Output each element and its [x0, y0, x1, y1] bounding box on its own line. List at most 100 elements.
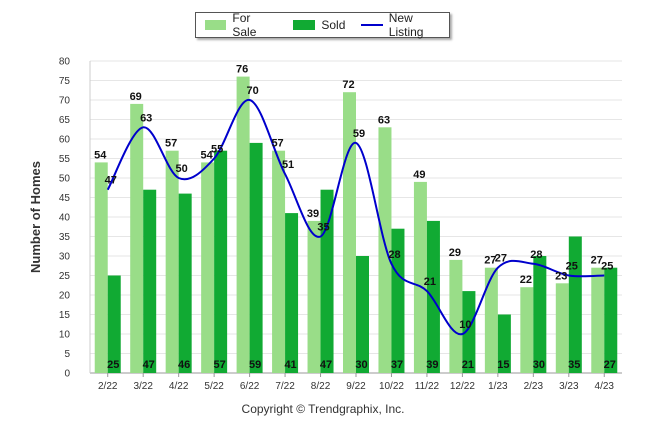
x-tick-label: 3/23 — [559, 381, 579, 392]
y-tick-label: 10 — [59, 330, 71, 341]
new-listing-value-label: 51 — [282, 159, 294, 171]
new-listing-value-label: 47 — [105, 175, 117, 187]
sold-bar — [356, 256, 369, 373]
sold-value-label: 37 — [391, 359, 403, 371]
for-sale-value-label: 63 — [378, 114, 390, 126]
legend-label-sold: Sold — [321, 18, 346, 32]
new-listing-line — [106, 99, 605, 336]
sold-swatch — [293, 20, 316, 30]
sold-value-label: 15 — [497, 359, 509, 371]
y-tick-label: 60 — [59, 135, 71, 146]
for-sale-value-label: 76 — [236, 64, 248, 76]
legend-item-for-sale: For Sale — [205, 11, 276, 39]
for-sale-value-label: 54 — [201, 149, 214, 161]
y-tick-label: 35 — [59, 232, 71, 243]
x-axis-ticks: 2/22 3/22 4/22 5/22 6/22 7/22 8/22 9/22 10/22 11/… — [98, 373, 614, 392]
x-tick-label: 5/22 — [204, 381, 224, 392]
for-sale-bar — [555, 283, 569, 373]
sold-value-label: 27 — [604, 359, 616, 371]
y-tick-label: 25 — [59, 271, 71, 282]
y-tick-label: 65 — [59, 115, 71, 126]
y-tick-label: 5 — [64, 349, 70, 360]
sold-value-label: 39 — [426, 359, 438, 371]
sold-value-label: 47 — [320, 359, 332, 371]
y-tick-label: 75 — [59, 76, 71, 87]
x-tick-label: 2/22 — [98, 381, 118, 392]
for-sale-bar — [236, 76, 250, 373]
for-sale-value-label: 23 — [555, 270, 567, 282]
legend-item-sold: Sold — [293, 18, 345, 32]
sold-value-label: 25 — [107, 359, 119, 371]
sold-bar — [285, 213, 299, 373]
y-tick-label: 0 — [64, 369, 70, 380]
for-sale-bar — [272, 150, 286, 373]
x-tick-label: 7/22 — [275, 381, 295, 392]
y-tick-label: 70 — [59, 96, 71, 107]
for-sale-bar — [449, 259, 463, 373]
legend: For Sale Sold New Listing — [195, 11, 450, 39]
for-sale-bar — [130, 103, 144, 374]
for-sale-value-label: 57 — [271, 138, 283, 150]
y-tick-label: 55 — [59, 154, 71, 165]
y-axis-ticks: 0 5 10 15 20 25 30 35 40 45 50 55 60 65 70 75 80 — [59, 57, 71, 380]
sold-bar — [426, 220, 440, 373]
sold-value-label: 46 — [178, 359, 190, 371]
for-sale-value-label: 54 — [94, 149, 107, 161]
for-sale-bar — [201, 162, 215, 373]
y-tick-label: 50 — [59, 174, 71, 185]
for-sale-bar — [413, 181, 427, 373]
for-sale-bar — [307, 220, 321, 373]
for-sale-swatch — [205, 20, 227, 30]
x-tick-label: 10/22 — [379, 381, 404, 392]
for-sale-bar — [165, 150, 179, 373]
copyright-text: Copyright © Trendgraphix, Inc. — [241, 402, 405, 416]
x-tick-label: 4/23 — [595, 381, 615, 392]
sold-value-label: 35 — [568, 359, 580, 371]
for-sale-bar — [484, 267, 498, 373]
y-tick-label: 30 — [59, 252, 71, 263]
y-tick-label: 20 — [59, 291, 71, 302]
sold-bar — [391, 228, 405, 373]
x-tick-label: 1/23 — [488, 381, 508, 392]
sold-value-label: 57 — [214, 359, 226, 371]
for-sale-bar — [591, 267, 605, 373]
sold-value-label: 30 — [533, 359, 545, 371]
for-sale-bar — [94, 162, 108, 373]
new-listing-value-label: 10 — [459, 319, 471, 331]
sold-bar — [178, 193, 192, 373]
new-listing-value-label: 35 — [317, 222, 329, 234]
x-tick-label: 9/22 — [346, 381, 366, 392]
for-sale-value-label: 27 — [591, 255, 603, 267]
sold-value-label: 21 — [462, 359, 474, 371]
x-tick-label: 3/22 — [133, 381, 153, 392]
sold-value-label: 59 — [249, 359, 261, 371]
sold-bar — [604, 267, 618, 373]
y-tick-label: 15 — [59, 310, 71, 321]
sold-value-label: 47 — [143, 359, 155, 371]
x-tick-label: 6/22 — [240, 381, 260, 392]
sold-value-label: 30 — [355, 359, 367, 371]
sold-bar — [143, 189, 157, 373]
y-tick-label: 45 — [59, 193, 71, 204]
sold-bar — [568, 236, 582, 373]
x-tick-label: 4/22 — [169, 381, 189, 392]
new-listing-value-label: 63 — [140, 112, 152, 124]
new-listing-value-label: 21 — [424, 276, 436, 288]
bars — [94, 76, 618, 374]
x-tick-label: 2/23 — [524, 381, 544, 392]
x-tick-label: 11/22 — [415, 381, 440, 392]
new-listing-value-label: 59 — [353, 128, 365, 140]
new-listing-value-label: 27 — [495, 253, 507, 265]
new-listing-value-label: 50 — [176, 163, 188, 175]
new-listing-value-label: 28 — [530, 249, 542, 261]
new-listing-value-label: 25 — [601, 261, 613, 273]
for-sale-value-label: 29 — [449, 247, 461, 259]
new-listing-value-label: 70 — [246, 85, 258, 97]
for-sale-bar — [520, 287, 534, 373]
sold-bar — [249, 142, 263, 373]
for-sale-bar — [343, 92, 356, 373]
for-sale-value-label: 22 — [520, 274, 532, 286]
for-sale-value-label: 39 — [307, 208, 319, 220]
sold-bar — [497, 314, 511, 373]
